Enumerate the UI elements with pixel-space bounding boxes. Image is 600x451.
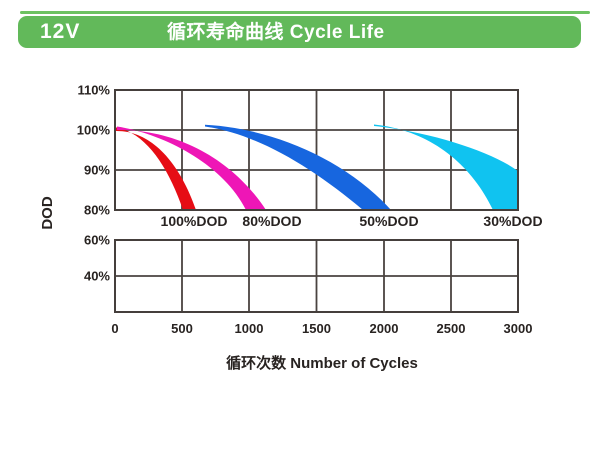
ytick-90: 90%: [84, 163, 110, 178]
ytick-110: 110%: [77, 83, 110, 98]
xtick-2000: 2000: [370, 321, 399, 336]
xtick-3000: 3000: [504, 321, 533, 336]
xtick-1500: 1500: [302, 321, 331, 336]
band-80dod: [117, 126, 266, 210]
band-50dod: [205, 124, 391, 210]
label-30dod: 30%DOD: [483, 213, 542, 229]
label-50dod: 50%DOD: [359, 213, 418, 229]
header-top-line: [20, 11, 590, 14]
lower-panel-frame: [114, 239, 519, 313]
page-title: 循环寿命曲线 Cycle Life: [167, 22, 385, 43]
grid-lines: [115, 90, 518, 312]
ytick-80: 80%: [84, 203, 110, 218]
curve-labels: 100%DOD 80%DOD 50%DOD 30%DOD: [161, 213, 543, 229]
band-30dod: [374, 124, 518, 210]
x-axis-title: 循环次数 Number of Cycles: [226, 354, 418, 372]
xtick-2500: 2500: [437, 321, 466, 336]
ytick-40: 40%: [84, 269, 110, 284]
ytick-60: 60%: [84, 233, 110, 248]
xtick-1000: 1000: [235, 321, 264, 336]
y-axis-title: DOD: [39, 196, 56, 230]
x-axis-ticks: 0 500 1000 1500 2000 2500 3000: [111, 321, 532, 336]
xtick-0: 0: [111, 321, 118, 336]
band-100dod: [115, 127, 196, 210]
upper-panel-frame: [114, 89, 519, 211]
y-axis-ticks: 110% 100% 90% 80% 60% 40%: [77, 83, 111, 284]
series-bands: [115, 124, 518, 210]
label-100dod: 100%DOD: [161, 213, 228, 229]
xtick-500: 500: [171, 321, 193, 336]
ytick-100: 100%: [77, 123, 111, 138]
header-bar: [18, 16, 581, 48]
voltage-badge: 12V: [40, 20, 81, 43]
label-80dod: 80%DOD: [242, 213, 301, 229]
